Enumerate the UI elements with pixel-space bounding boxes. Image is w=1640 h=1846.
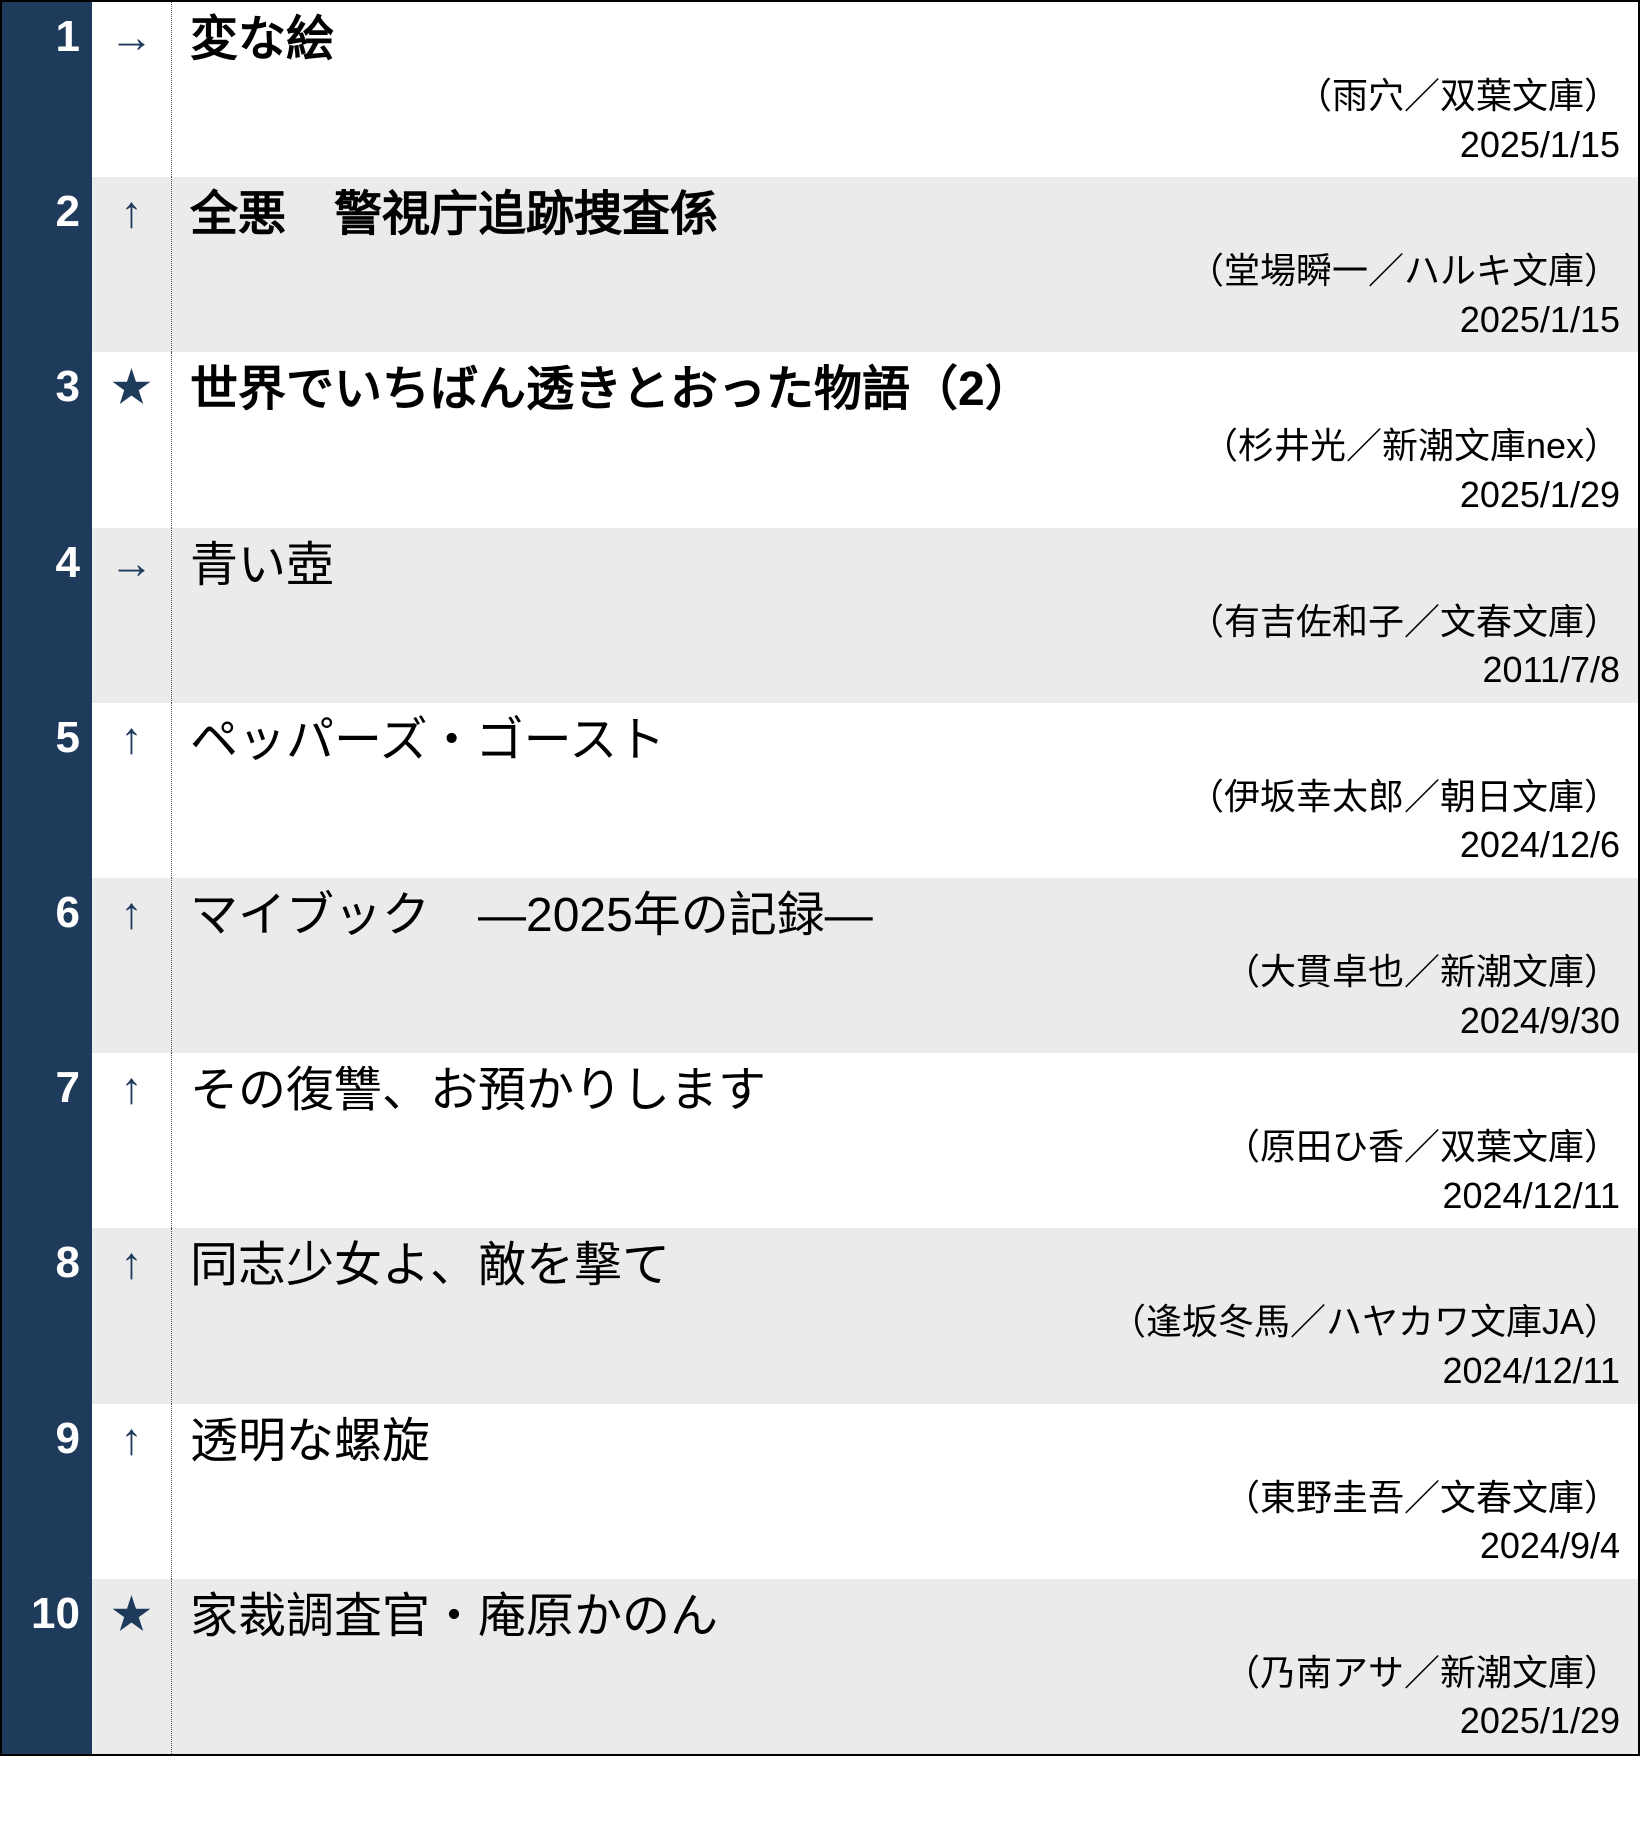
arrow-up-icon: ↑	[121, 191, 143, 235]
content-cell: その復讐、お預かりします（原田ひ香／双葉文庫）2024/12/11	[172, 1053, 1638, 1228]
author-publisher: （大貫卓也／新潮文庫）	[190, 948, 1620, 997]
author-publisher: （杉井光／新潮文庫nex）	[190, 422, 1620, 471]
author-publisher: （堂場瞬一／ハルキ文庫）	[190, 247, 1620, 296]
content-cell: 家裁調査官・庵原かのん（乃南アサ／新潮文庫）2025/1/29	[172, 1579, 1638, 1754]
ranking-row: 4 → 青い壺（有吉佐和子／文春文庫）2011/7/8	[2, 528, 1638, 703]
book-title: ペッパーズ・ゴースト	[190, 711, 1620, 771]
release-date: 2024/9/30	[190, 997, 1620, 1046]
arrow-up-icon: ↑	[121, 717, 143, 761]
trend-cell: ★	[92, 1579, 172, 1754]
book-title: 変な絵	[190, 10, 1620, 70]
arrow-up-icon: ↑	[121, 892, 143, 936]
content-cell: 透明な螺旋（東野圭吾／文春文庫）2024/9/4	[172, 1404, 1638, 1579]
ranking-row: 8 ↑ 同志少女よ、敵を撃て（逢坂冬馬／ハヤカワ文庫JA）2024/12/11	[2, 1228, 1638, 1403]
content-cell: ペッパーズ・ゴースト（伊坂幸太郎／朝日文庫）2024/12/6	[172, 703, 1638, 878]
author-publisher: （逢坂冬馬／ハヤカワ文庫JA）	[190, 1298, 1620, 1347]
content-cell: 全悪 警視庁追跡捜査係（堂場瞬一／ハルキ文庫）2025/1/15	[172, 177, 1638, 352]
trend-cell: ↑	[92, 1404, 172, 1579]
book-title: 透明な螺旋	[190, 1412, 1620, 1472]
book-title: その復讐、お預かりします	[190, 1061, 1620, 1121]
ranking-row: 9 ↑ 透明な螺旋（東野圭吾／文春文庫）2024/9/4	[2, 1404, 1638, 1579]
author-publisher: （乃南アサ／新潮文庫）	[190, 1649, 1620, 1698]
trend-cell: ↑	[92, 1228, 172, 1403]
author-publisher: （東野圭吾／文春文庫）	[190, 1474, 1620, 1523]
release-date: 2025/1/15	[190, 121, 1620, 170]
release-date: 2024/9/4	[190, 1522, 1620, 1571]
star-icon: ★	[112, 366, 151, 410]
author-publisher: （有吉佐和子／文春文庫）	[190, 598, 1620, 647]
rank-number: 8	[2, 1228, 92, 1403]
arrow-up-icon: ↑	[121, 1067, 143, 1111]
trend-cell: ↑	[92, 177, 172, 352]
trend-cell: ↑	[92, 1053, 172, 1228]
ranking-row: 2 ↑ 全悪 警視庁追跡捜査係（堂場瞬一／ハルキ文庫）2025/1/15	[2, 177, 1638, 352]
arrow-right-icon: →	[110, 16, 154, 60]
star-icon: ★	[112, 1593, 151, 1637]
trend-cell: ↑	[92, 878, 172, 1053]
ranking-row: 3 ★ 世界でいちばん透きとおった物語（2）（杉井光／新潮文庫nex）2025/1/…	[2, 352, 1638, 527]
release-date: 2025/1/15	[190, 296, 1620, 345]
ranking-table: 1→変な絵（雨穴／双葉文庫）2025/1/152↑全悪 警視庁追跡捜査係（堂場瞬…	[0, 0, 1640, 1756]
rank-number: 1	[2, 2, 92, 177]
arrow-up-icon: ↑	[121, 1418, 143, 1462]
content-cell: 同志少女よ、敵を撃て（逢坂冬馬／ハヤカワ文庫JA）2024/12/11	[172, 1228, 1638, 1403]
content-cell: マイブック ―2025年の記録―（大貫卓也／新潮文庫）2024/9/30	[172, 878, 1638, 1053]
arrow-up-icon: ↑	[121, 1242, 143, 1286]
trend-cell: ★	[92, 352, 172, 527]
content-cell: 青い壺（有吉佐和子／文春文庫）2011/7/8	[172, 528, 1638, 703]
release-date: 2011/7/8	[190, 646, 1620, 695]
author-publisher: （雨穴／双葉文庫）	[190, 72, 1620, 121]
trend-cell: →	[92, 2, 172, 177]
ranking-row: 1 → 変な絵（雨穴／双葉文庫）2025/1/15	[2, 2, 1638, 177]
rank-number: 4	[2, 528, 92, 703]
release-date: 2024/12/11	[190, 1172, 1620, 1221]
trend-cell: →	[92, 528, 172, 703]
book-title: 全悪 警視庁追跡捜査係	[190, 185, 1620, 245]
rank-number: 5	[2, 703, 92, 878]
rank-number: 7	[2, 1053, 92, 1228]
ranking-row: 7 ↑ その復讐、お預かりします（原田ひ香／双葉文庫）2024/12/11	[2, 1053, 1638, 1228]
content-cell: 世界でいちばん透きとおった物語（2）（杉井光／新潮文庫nex）2025/1/29	[172, 352, 1638, 527]
trend-cell: ↑	[92, 703, 172, 878]
rank-number: 3	[2, 352, 92, 527]
release-date: 2025/1/29	[190, 1697, 1620, 1746]
rank-number: 9	[2, 1404, 92, 1579]
book-title: 世界でいちばん透きとおった物語（2）	[190, 360, 1620, 420]
book-title: 青い壺	[190, 536, 1620, 596]
release-date: 2024/12/11	[190, 1347, 1620, 1396]
release-date: 2024/12/6	[190, 821, 1620, 870]
author-publisher: （伊坂幸太郎／朝日文庫）	[190, 773, 1620, 822]
book-title: マイブック ―2025年の記録―	[190, 886, 1620, 946]
ranking-row: 5 ↑ ペッパーズ・ゴースト（伊坂幸太郎／朝日文庫）2024/12/6	[2, 703, 1638, 878]
ranking-row: 10 ★ 家裁調査官・庵原かのん（乃南アサ／新潮文庫）2025/1/29	[2, 1579, 1638, 1754]
rank-number: 10	[2, 1579, 92, 1754]
arrow-right-icon: →	[110, 542, 154, 586]
book-title: 同志少女よ、敵を撃て	[190, 1236, 1620, 1296]
ranking-row: 6 ↑ マイブック ―2025年の記録―（大貫卓也／新潮文庫）2024/9/30	[2, 878, 1638, 1053]
rank-number: 2	[2, 177, 92, 352]
author-publisher: （原田ひ香／双葉文庫）	[190, 1123, 1620, 1172]
book-title: 家裁調査官・庵原かのん	[190, 1587, 1620, 1647]
rank-number: 6	[2, 878, 92, 1053]
content-cell: 変な絵（雨穴／双葉文庫）2025/1/15	[172, 2, 1638, 177]
release-date: 2025/1/29	[190, 471, 1620, 520]
